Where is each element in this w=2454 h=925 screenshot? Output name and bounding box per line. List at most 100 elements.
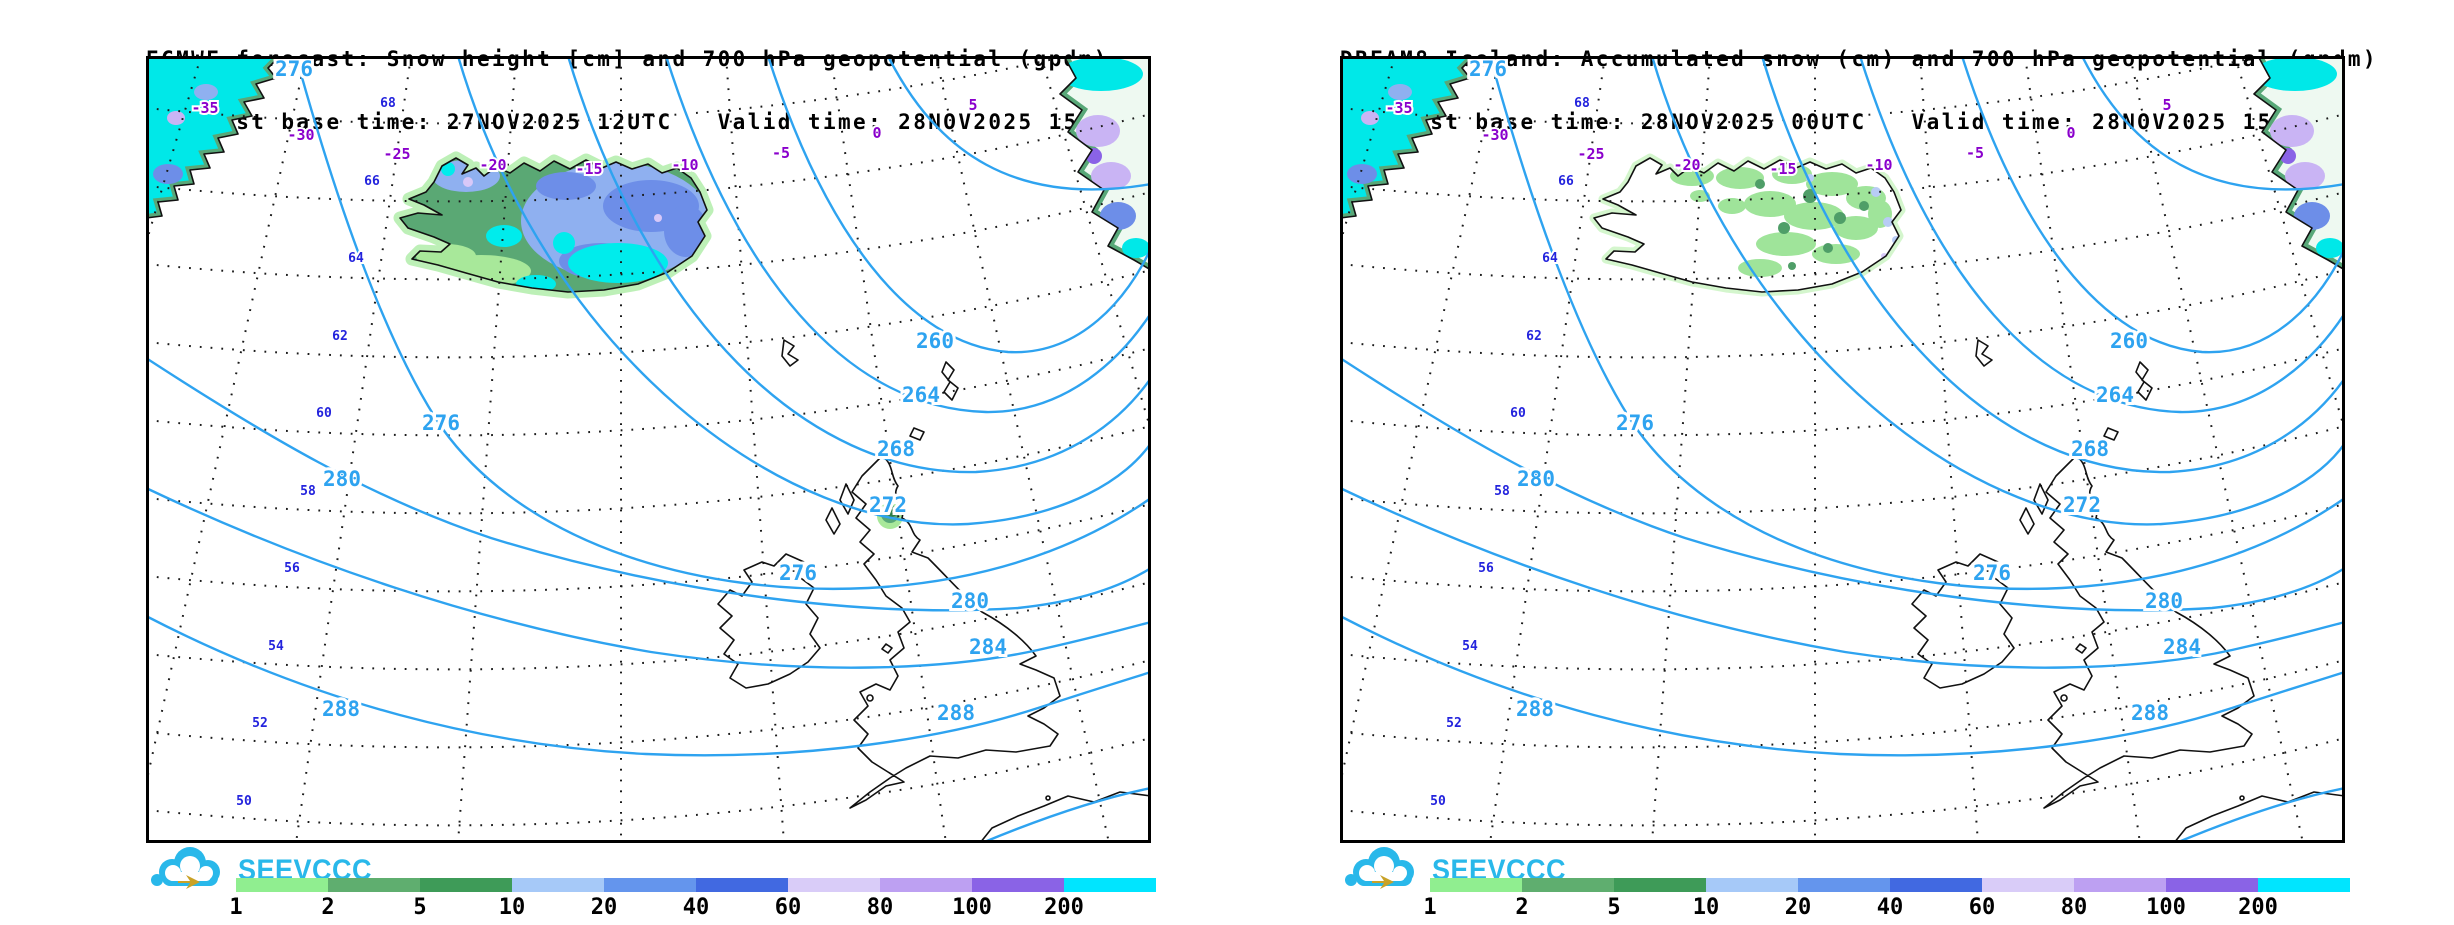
legend-segment — [420, 878, 512, 892]
legend-segment — [512, 878, 604, 892]
contour-label: 288 — [937, 701, 975, 725]
contour-label: 280 — [2145, 589, 2183, 613]
lon-label: -15 — [1769, 160, 1796, 178]
lon-label: -10 — [1865, 156, 1892, 174]
legend-segment — [2074, 878, 2166, 892]
legend-value-labels: 1 2 5 10 20 40 60 80 100 200 — [1423, 895, 2350, 921]
legend-segment — [1064, 878, 1156, 892]
lon-label: -25 — [1577, 145, 1604, 163]
lon-label: -5 — [772, 144, 790, 162]
contour-label: 276 — [422, 411, 460, 435]
contour-label: 280 — [951, 589, 989, 613]
lat-label: 54 — [268, 639, 284, 654]
contour-label: 272 — [869, 493, 907, 517]
lon-label: 5 — [968, 96, 977, 114]
legend-tick-label: 80 — [866, 895, 894, 920]
legend-tick-label: 80 — [2060, 895, 2088, 920]
snow-field-dream8 — [1340, 56, 2345, 292]
legend-tick-label: 20 — [1784, 895, 1812, 920]
lat-label: 56 — [1478, 561, 1494, 576]
lon-label: 0 — [872, 124, 881, 142]
legend-segment — [788, 878, 880, 892]
legend-segment — [1982, 878, 2074, 892]
lat-label: 64 — [1542, 251, 1558, 266]
lat-label: 62 — [1526, 329, 1542, 344]
legend-segment — [1890, 878, 1982, 892]
legend-tick-label: 10 — [1692, 895, 1720, 920]
lat-label: 66 — [1558, 174, 1574, 189]
contour-label: 260 — [2110, 329, 2148, 353]
legend-tick-label: 2 — [321, 895, 335, 920]
contour-label: 288 — [1516, 697, 1554, 721]
latitude-labels: 68 66 64 62 60 58 56 54 52 50 — [234, 94, 398, 811]
lon-label: -35 — [1385, 99, 1412, 117]
lon-label: 5 — [2162, 96, 2171, 114]
lat-label: 64 — [348, 251, 364, 266]
lat-label: 58 — [1494, 484, 1510, 499]
longitude-labels: -35 -30 -25 -20 -15 -10 -5 0 5 — [189, 94, 979, 180]
contour-label: 276 — [1469, 57, 1507, 81]
cloud-icon — [1345, 847, 1414, 889]
contour-label: 276 — [275, 57, 313, 81]
legend-segment — [1706, 878, 1798, 892]
legend-tick-label: 5 — [413, 895, 427, 920]
legend-tick-label: 1 — [1423, 895, 1437, 920]
legend-segment — [2166, 878, 2258, 892]
contour-labels: 276 260 264 268 272 276 276 280 280 284 288 288 — [1466, 56, 2204, 728]
lat-label: 56 — [284, 561, 300, 576]
contour-label: 264 — [2096, 383, 2134, 407]
lon-label: -30 — [1481, 126, 1508, 144]
legend-tick-label: 40 — [1876, 895, 1904, 920]
contour-label: 268 — [877, 437, 915, 461]
legend-tick-label: 100 — [952, 895, 992, 920]
contour-label: 288 — [322, 697, 360, 721]
contour-label: 280 — [323, 467, 361, 491]
snow-legend: 1 2 5 10 20 40 60 80 100 200 — [229, 878, 1156, 921]
contour-label: 276 — [1973, 561, 2011, 585]
lon-label: -25 — [383, 145, 410, 163]
legend-segment — [604, 878, 696, 892]
lat-label: 68 — [380, 96, 396, 111]
contour-label: 272 — [2063, 493, 2101, 517]
lat-label: 58 — [300, 484, 316, 499]
longitude-labels: -35 -30 -25 -20 -15 -10 -5 0 5 — [1383, 94, 2173, 180]
lat-label: 52 — [252, 716, 268, 731]
contour-label: 276 — [779, 561, 817, 585]
lat-label: 52 — [1446, 716, 1462, 731]
legend-color-bar — [1430, 878, 2350, 892]
contour-label: 260 — [916, 329, 954, 353]
contour-label: 288 — [2131, 701, 2169, 725]
lon-label: -20 — [479, 156, 506, 174]
contour-label: 284 — [2163, 635, 2201, 659]
lon-label: -10 — [671, 156, 698, 174]
map-frame — [146, 56, 1151, 843]
lat-label: 60 — [316, 406, 332, 421]
legend-segment — [236, 878, 328, 892]
contour-label: 268 — [2071, 437, 2109, 461]
lat-label: 60 — [1510, 406, 1526, 421]
legend-segment — [972, 878, 1064, 892]
legend-segment — [328, 878, 420, 892]
contour-labels: 276 260 264 268 272 276 276 280 280 284 288 288 — [272, 56, 1010, 728]
contour-label: 280 — [1517, 467, 1555, 491]
lon-label: 0 — [2066, 124, 2075, 142]
lat-label: 66 — [364, 174, 380, 189]
lat-label: 62 — [332, 329, 348, 344]
lat-label: 54 — [1462, 639, 1478, 654]
contour-label: 284 — [969, 635, 1007, 659]
legend-segment — [1614, 878, 1706, 892]
snow-legend: 1 2 5 10 20 40 60 80 100 200 — [1423, 878, 2350, 921]
contour-label: 264 — [902, 383, 940, 407]
lat-label: 50 — [236, 794, 252, 809]
legend-tick-label: 200 — [1044, 895, 1084, 920]
latitude-labels: 68 66 64 62 60 58 56 54 52 50 — [1428, 94, 1592, 811]
lon-label: -5 — [1966, 144, 1984, 162]
map-frame — [1340, 56, 2345, 843]
legend-segment — [1798, 878, 1890, 892]
legend-value-labels: 1 2 5 10 20 40 60 80 100 200 — [229, 895, 1156, 921]
lat-label: 68 — [1574, 96, 1590, 111]
lat-label: 50 — [1430, 794, 1446, 809]
contour-label: 276 — [1616, 411, 1654, 435]
seevccc-logo: SEEVCCC — [148, 843, 372, 897]
